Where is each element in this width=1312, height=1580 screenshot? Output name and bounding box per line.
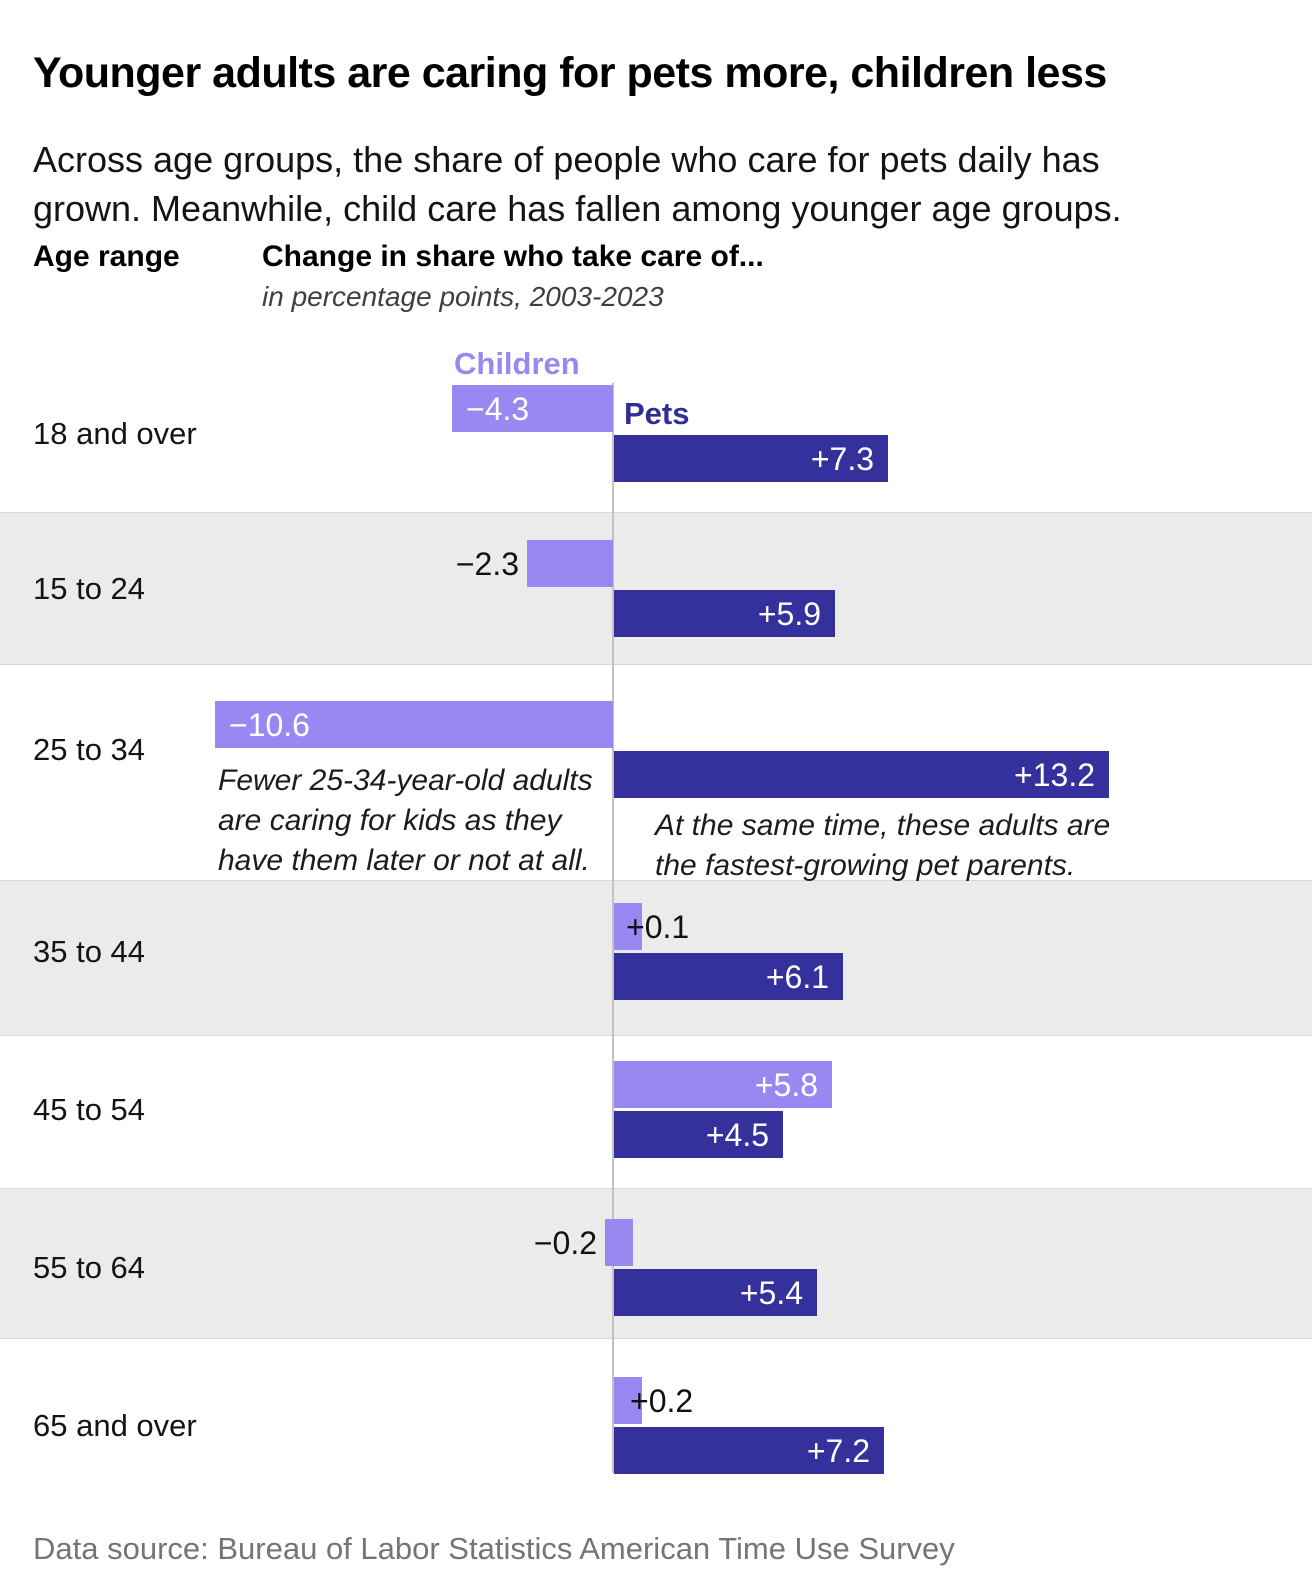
pets-bar-6: +7.2 xyxy=(614,1427,884,1474)
children-value-label: +0.1 xyxy=(626,908,690,945)
children-bar-6 xyxy=(614,1377,642,1424)
pets-value-label: +13.2 xyxy=(1014,756,1095,793)
data-source: Data source: Bureau of Labor Statistics … xyxy=(33,1531,955,1566)
pets-value-label: +7.3 xyxy=(810,440,874,477)
pets-value-label: +5.4 xyxy=(739,1274,803,1311)
children-value-label: −10.6 xyxy=(229,706,310,743)
measure-column-subheader: in percentage points, 2003-2023 xyxy=(262,281,664,312)
zero-axis-line xyxy=(612,383,614,1473)
pets-value-label: +7.2 xyxy=(806,1432,870,1469)
age-label-4: 45 to 54 xyxy=(33,1092,146,1127)
age-label-1: 15 to 24 xyxy=(33,571,146,606)
age-label-6: 65 and over xyxy=(33,1408,197,1443)
pets-value-label: +4.5 xyxy=(705,1116,769,1153)
pets-value-label: +6.1 xyxy=(765,958,829,995)
pets-bar-4: +4.5 xyxy=(614,1111,783,1158)
chart-subtitle: Across age groups, the share of people w… xyxy=(33,139,1122,229)
pets-bar-0: +7.3 xyxy=(614,435,888,482)
children-bar-4: +5.8 xyxy=(614,1061,832,1108)
children-bar-2: −10.6 xyxy=(215,701,613,748)
age-range-column-header: Age range xyxy=(33,240,180,273)
age-label-5: 55 to 64 xyxy=(33,1250,146,1285)
pets-value-label: +5.9 xyxy=(757,595,821,632)
age-label-2: 25 to 34 xyxy=(33,732,146,767)
children-value-label: −0.2 xyxy=(533,1224,597,1261)
children-bar-0: −4.3 xyxy=(452,385,613,432)
row-band-shaded-0 xyxy=(0,512,1312,665)
pets-bar-3: +6.1 xyxy=(614,953,843,1000)
age-label-0: 18 and over xyxy=(33,416,197,451)
children-bar-1 xyxy=(527,540,613,587)
children-value-label: −4.3 xyxy=(466,390,530,427)
children-value-label: +5.8 xyxy=(754,1066,818,1103)
measure-column-header: Change in share who take care of... xyxy=(262,240,764,273)
age-label-3: 35 to 44 xyxy=(33,934,146,969)
legend-children-label: Children xyxy=(454,346,580,381)
legend-pets-label: Pets xyxy=(624,396,690,431)
children-value-label: −2.3 xyxy=(455,545,519,582)
pets-bar-2: +13.2 xyxy=(614,751,1109,798)
pets-bar-1: +5.9 xyxy=(614,590,835,637)
children-annotation: Fewer 25-34-year-old adults are caring f… xyxy=(218,764,593,877)
pets-bar-5: +5.4 xyxy=(614,1269,817,1316)
children-bar-3 xyxy=(614,903,642,950)
children-value-label: +0.2 xyxy=(630,1382,694,1419)
chart-title: Younger adults are caring for pets more,… xyxy=(33,48,1107,97)
children-bar-5 xyxy=(605,1219,633,1266)
pets-annotation: At the same time, these adults are the f… xyxy=(655,809,1111,882)
